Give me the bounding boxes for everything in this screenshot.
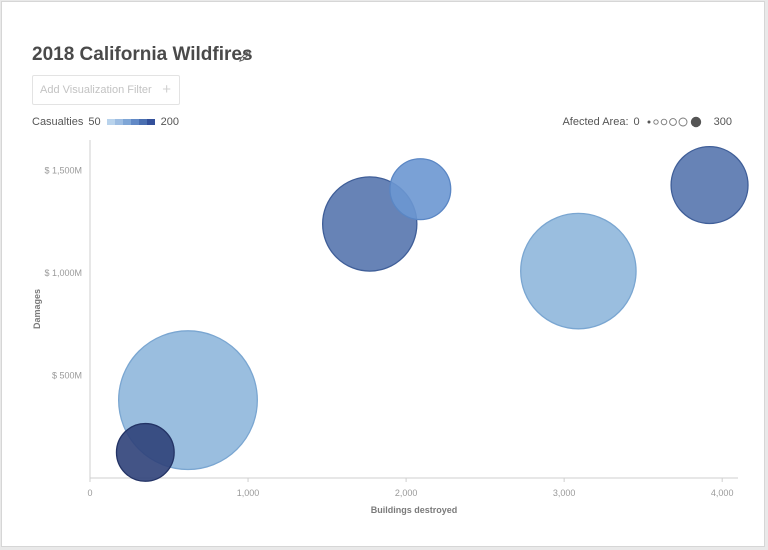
casualties-swatch [106,119,115,125]
area-dot [678,117,688,127]
x-tick-label: 3,000 [553,488,576,498]
y-axis-label: Damages [32,289,42,329]
page-title: 2018 California Wildfires [32,44,253,65]
plus-icon: + [162,81,171,98]
filter-placeholder: Add Visualization Filter [40,84,152,96]
area-dot [668,118,677,126]
casualties-min: 50 [88,116,101,128]
casualties-legend: Casualties 50 200 [32,116,179,128]
data-bubble [389,158,452,221]
casualties-swatch [138,119,147,125]
area-max: 300 [713,116,732,128]
x-tick-label: 2,000 [395,488,418,498]
area-dot [647,120,651,124]
casualties-swatch [130,119,139,125]
x-tick-label: 1,000 [237,488,260,498]
casualties-legend-label: Casualties [32,116,84,128]
area-dot [690,116,701,128]
y-tick-label: $ 1,500M [44,166,82,176]
pencil-icon[interactable] [238,49,252,63]
area-size-scale [646,116,706,128]
x-tick-label: 4,000 [711,488,734,498]
data-bubble [520,212,637,330]
casualties-color-scale [106,119,155,125]
casualties-max: 200 [160,116,179,128]
area-min: 0 [633,116,640,128]
x-axis-label: Buildings destroyed [371,505,458,515]
y-tick-label: $ 1,000M [44,268,82,278]
area-legend-label: Afected Area: [562,116,629,128]
area-dot [660,118,667,126]
casualties-swatch [122,119,131,125]
data-bubble [115,422,175,482]
casualties-swatch [114,119,123,125]
y-tick-label: $ 500M [52,371,82,381]
casualties-swatch [146,119,155,125]
area-legend: Afected Area: 0 300 [562,116,732,128]
x-tick-label: 0 [87,488,92,498]
area-dot [652,119,659,125]
data-bubble [670,145,749,225]
visualization-filter-button[interactable]: Add Visualization Filter + [32,75,180,105]
